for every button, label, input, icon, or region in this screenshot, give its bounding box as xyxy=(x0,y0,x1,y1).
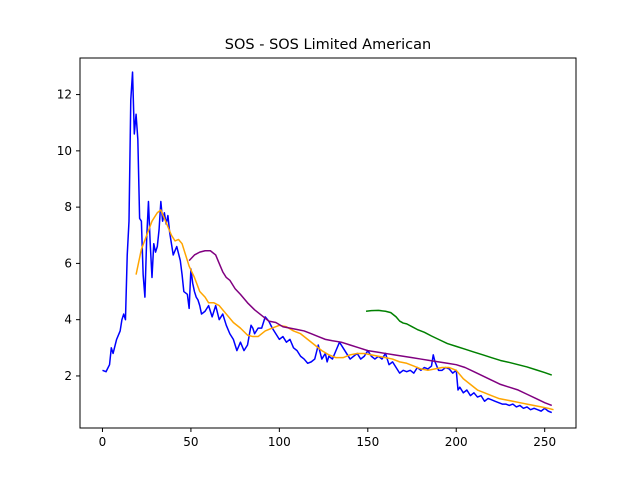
y-tick-label: 6 xyxy=(64,256,72,270)
plot-frame xyxy=(79,57,577,429)
y-tick-label: 2 xyxy=(64,369,72,383)
series-line-3 xyxy=(188,249,553,407)
y-tick-label: 10 xyxy=(57,144,72,158)
x-tick-label: 100 xyxy=(268,435,291,449)
x-tick-label: 200 xyxy=(445,435,468,449)
y-tick-label: 8 xyxy=(64,200,72,214)
x-tick-label: 50 xyxy=(183,435,198,449)
series-layer xyxy=(102,71,554,414)
series-line-1 xyxy=(102,71,553,414)
series-line-4 xyxy=(365,309,553,376)
chart-title: SOS - SOS Limited American xyxy=(225,37,431,53)
x-tick-label: 0 xyxy=(99,435,107,449)
y-axis: 2 4 6 8 10 12 xyxy=(57,88,80,383)
x-tick-label: 250 xyxy=(533,435,556,449)
y-tick-label: 12 xyxy=(57,88,72,102)
x-tick-label: 150 xyxy=(356,435,379,449)
y-tick-label: 4 xyxy=(64,313,72,327)
series-line-2 xyxy=(135,209,554,411)
x-axis: 0 50 100 150 200 250 xyxy=(99,428,556,449)
plot-area xyxy=(80,58,576,428)
